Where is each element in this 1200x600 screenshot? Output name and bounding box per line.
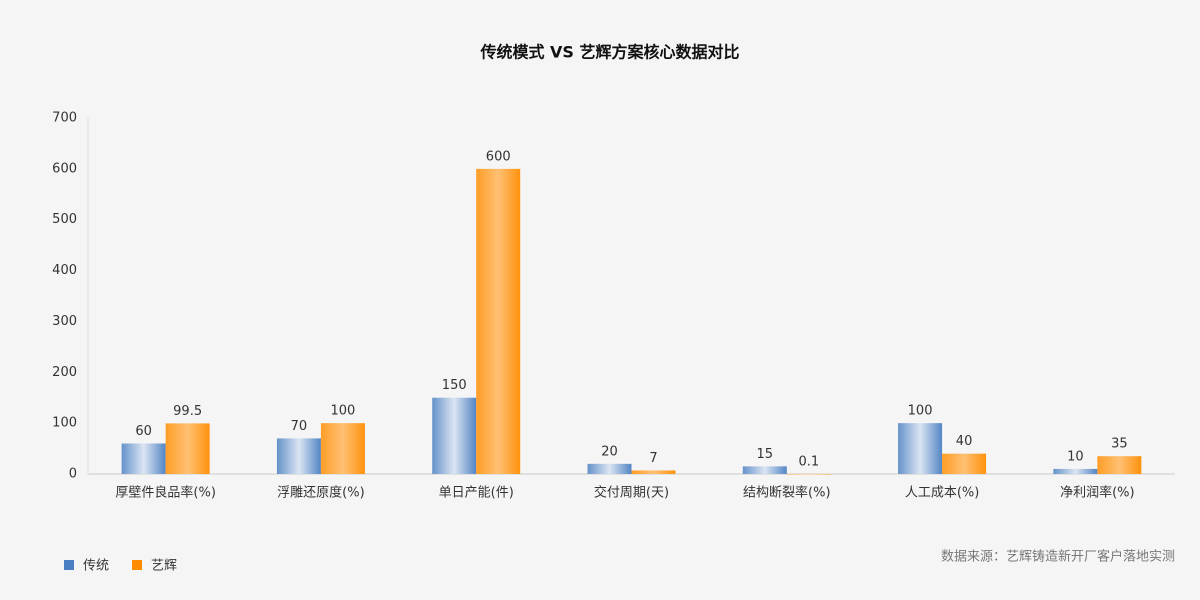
bar [1097, 456, 1142, 474]
bar [631, 470, 676, 474]
data-label: 150 [442, 378, 467, 393]
chart-title: 传统模式 VS 艺辉方案核心数据对比 [479, 43, 739, 62]
data-label: 35 [1111, 437, 1128, 452]
y-tick-label: 700 [52, 111, 77, 126]
y-tick-label: 400 [52, 263, 77, 278]
source-note: 数据来源：艺辉铸造新开厂客户落地实测 [941, 549, 1175, 565]
bar [742, 466, 787, 474]
legend-label: 艺辉 [151, 559, 177, 574]
x-tick-label: 结构断裂率(%) [743, 485, 831, 501]
bar [476, 168, 521, 474]
y-tick-label: 500 [52, 212, 77, 227]
legend-swatch [132, 560, 142, 570]
x-tick-label: 交付周期(天) [594, 485, 669, 501]
x-tick-label: 厚壁件良品率(%) [115, 485, 216, 501]
bar [165, 423, 210, 474]
data-label: 40 [956, 434, 973, 449]
data-label: 10 [1067, 449, 1084, 464]
data-label: 60 [135, 424, 152, 439]
data-label: 100 [331, 404, 356, 419]
data-label: 20 [601, 444, 618, 459]
bar [276, 438, 321, 474]
bar [432, 397, 477, 474]
legend-swatch [64, 560, 74, 570]
data-label: 100 [908, 404, 933, 419]
data-label: 600 [486, 149, 511, 164]
bar [898, 423, 943, 474]
bar [942, 453, 987, 474]
y-tick-label: 600 [52, 161, 77, 176]
x-tick-label: 浮雕还原度(%) [277, 485, 365, 501]
data-label: 70 [291, 419, 308, 434]
y-tick-label: 200 [52, 365, 77, 380]
x-tick-label: 单日产能(件) [439, 486, 514, 501]
x-tick-label: 人工成本(%) [905, 486, 980, 501]
bar [121, 443, 166, 474]
y-tick-label: 0 [69, 467, 77, 482]
data-label: 7 [649, 451, 657, 466]
data-label: 99.5 [173, 404, 202, 419]
bar [320, 423, 365, 474]
data-label: 0.1 [798, 454, 819, 469]
data-label: 15 [757, 447, 774, 462]
y-tick-label: 100 [52, 416, 77, 431]
bar [587, 463, 632, 474]
x-tick-label: 净利润率(%) [1060, 485, 1135, 501]
bar [1053, 468, 1098, 474]
legend-label: 传统 [83, 559, 109, 574]
bar [786, 473, 831, 475]
y-tick-label: 300 [52, 314, 77, 329]
